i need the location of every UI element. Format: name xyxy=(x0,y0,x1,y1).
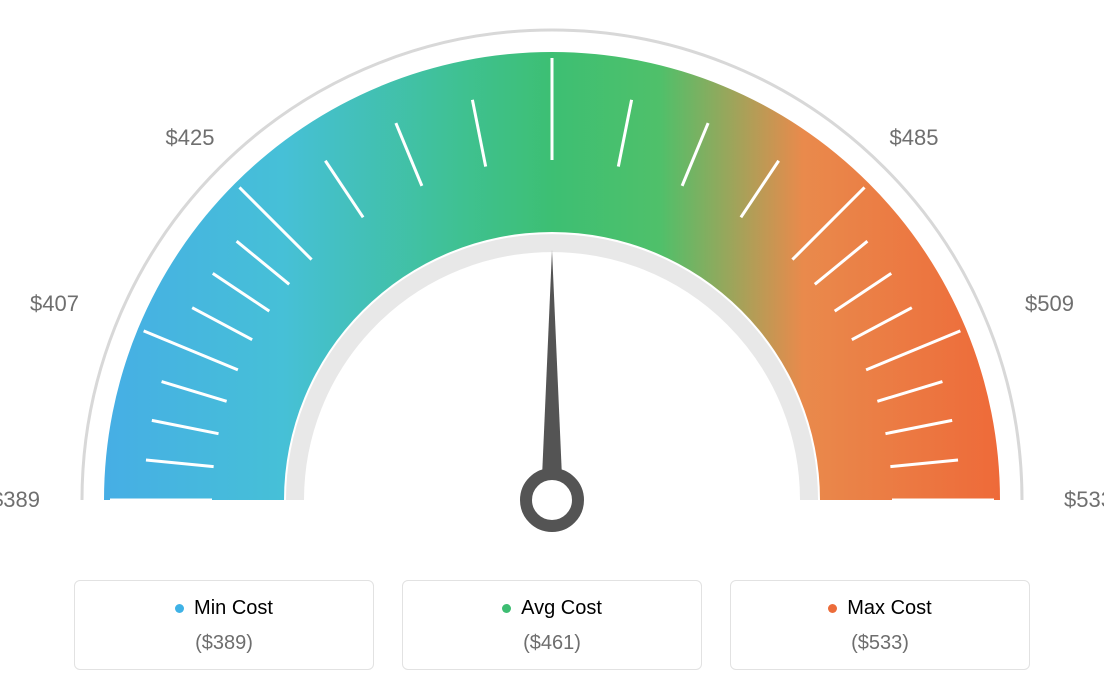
legend-title: Avg Cost xyxy=(502,597,602,620)
legend-title: Max Cost xyxy=(828,597,931,620)
legend-label: Max Cost xyxy=(847,597,931,620)
legend-value: ($461) xyxy=(413,632,691,655)
gauge-tick-label: $389 xyxy=(0,487,40,512)
legend-card-avg: Avg Cost ($461) xyxy=(402,580,702,670)
legend-row: Min Cost ($389) Avg Cost ($461) Max Cost ($53… xyxy=(0,580,1104,670)
gauge-svg: $389$407$425$461$485$509$533 xyxy=(0,0,1104,560)
gauge-needle-hub xyxy=(526,474,578,526)
legend-label: Min Cost xyxy=(194,597,273,620)
legend-value: ($389) xyxy=(85,632,363,655)
cost-gauge: $389$407$425$461$485$509$533 xyxy=(0,0,1104,560)
legend-title: Min Cost xyxy=(175,597,273,620)
gauge-tick-label: $407 xyxy=(30,291,79,316)
legend-dot-icon xyxy=(175,604,184,613)
legend-dot-icon xyxy=(502,604,511,613)
legend-card-min: Min Cost ($389) xyxy=(74,580,374,670)
legend-dot-icon xyxy=(828,604,837,613)
gauge-tick-label: $485 xyxy=(890,125,939,150)
legend-label: Avg Cost xyxy=(521,597,602,620)
gauge-tick-label: $509 xyxy=(1025,291,1074,316)
legend-value: ($533) xyxy=(741,632,1019,655)
legend-card-max: Max Cost ($533) xyxy=(730,580,1030,670)
gauge-tick-label: $533 xyxy=(1064,487,1104,512)
gauge-tick-label: $425 xyxy=(165,125,214,150)
